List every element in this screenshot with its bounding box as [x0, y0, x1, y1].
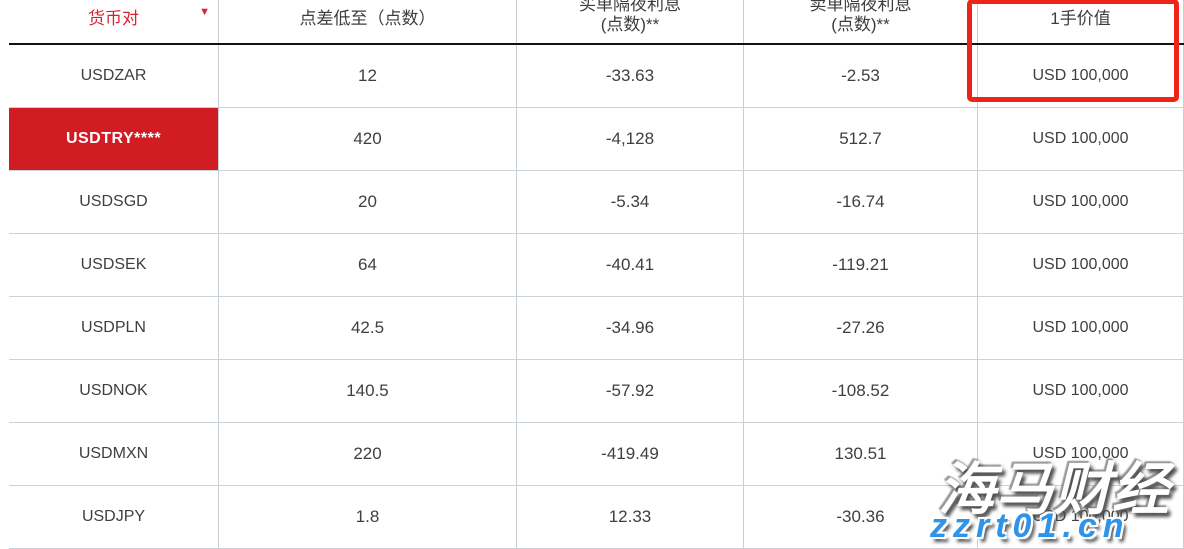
spread-header-label: 点差低至（点数）: [299, 9, 436, 28]
cell-pair: USDZAR: [9, 45, 219, 107]
table-header-row: 货币对 ▼ 点差低至（点数） 买单隔夜利息 (点数)** 卖单隔夜利息 (点数)…: [9, 0, 1184, 45]
cell-sell_swap: -27.26: [744, 297, 978, 359]
sell-swap-header-label: 卖单隔夜利息: [809, 0, 912, 14]
cell-spread: 1.8: [219, 486, 517, 548]
watermark-url: zzrt01.cn: [930, 507, 1130, 545]
cell-pair: USDJPY: [9, 486, 219, 548]
cell-pair: USDSEK: [9, 234, 219, 296]
cell-spread: 420: [219, 108, 517, 170]
table-row: USDSEK 64 -40.41 -119.21 USD 100,000: [9, 234, 1184, 297]
column-header-lot-value: 1手价值: [978, 0, 1184, 43]
sell-swap-header-sublabel: (点数)**: [831, 15, 890, 34]
column-header-buy-swap: 买单隔夜利息 (点数)**: [517, 0, 744, 43]
cell-spread: 140.5: [219, 360, 517, 422]
column-header-currency-pair[interactable]: 货币对 ▼: [9, 0, 219, 43]
column-header-spread: 点差低至（点数）: [219, 0, 517, 43]
watermark-brand: 海马财经: [938, 458, 1170, 522]
table-row: USDTRY**** 420 -4,128 512.7 USD 100,000: [9, 108, 1184, 171]
cell-sell_swap: -108.52: [744, 360, 978, 422]
lot-value-header-label: 1手价值: [1050, 9, 1111, 28]
cell-spread: 12: [219, 45, 517, 107]
cell-lot_value: USD 100,000: [978, 108, 1184, 170]
cell-sell_swap: 512.7: [744, 108, 978, 170]
cell-spread: 42.5: [219, 297, 517, 359]
cell-buy_swap: -4,128: [517, 108, 744, 170]
cell-sell_swap: -30.36: [744, 486, 978, 548]
cell-lot_value: USD 100,000: [978, 45, 1184, 107]
cell-buy_swap: -40.41: [517, 234, 744, 296]
column-header-sell-swap: 卖单隔夜利息 (点数)**: [744, 0, 978, 43]
forex-spread-table: 货币对 ▼ 点差低至（点数） 买单隔夜利息 (点数)** 卖单隔夜利息 (点数)…: [9, 0, 1184, 549]
cell-buy_swap: 12.33: [517, 486, 744, 548]
cell-buy_swap: -5.34: [517, 171, 744, 233]
table-row: USDSGD 20 -5.34 -16.74 USD 100,000: [9, 171, 1184, 234]
cell-lot_value: USD 100,000: [978, 171, 1184, 233]
cell-pair: USDNOK: [9, 360, 219, 422]
cell-lot_value: USD 100,000: [978, 234, 1184, 296]
cell-spread: 20: [219, 171, 517, 233]
cell-lot_value: USD 100,000: [978, 360, 1184, 422]
table-body: USDZAR 12 -33.63 -2.53 USD 100,000 USDTRY****…: [9, 45, 1184, 549]
cell-pair: USDTRY****: [9, 108, 219, 170]
table-row: USDZAR 12 -33.63 -2.53 USD 100,000: [9, 45, 1184, 108]
sort-dropdown-icon[interactable]: ▼: [199, 6, 210, 18]
cell-buy_swap: -34.96: [517, 297, 744, 359]
cell-pair: USDPLN: [9, 297, 219, 359]
cell-sell_swap: -16.74: [744, 171, 978, 233]
cell-sell_swap: 130.51: [744, 423, 978, 485]
cell-sell_swap: -119.21: [744, 234, 978, 296]
cell-buy_swap: -419.49: [517, 423, 744, 485]
cell-lot_value: USD 100,000: [978, 297, 1184, 359]
table-row: USDPLN 42.5 -34.96 -27.26 USD 100,000: [9, 297, 1184, 360]
cell-pair: USDSGD: [9, 171, 219, 233]
cell-spread: 64: [219, 234, 517, 296]
cell-buy_swap: -57.92: [517, 360, 744, 422]
cell-spread: 220: [219, 423, 517, 485]
buy-swap-header-label: 买单隔夜利息: [579, 0, 681, 14]
table-row: USDNOK 140.5 -57.92 -108.52 USD 100,000: [9, 360, 1184, 423]
buy-swap-header-sublabel: (点数)**: [600, 15, 660, 34]
cell-sell_swap: -2.53: [744, 45, 978, 107]
cell-pair: USDMXN: [9, 423, 219, 485]
cell-buy_swap: -33.63: [517, 45, 744, 107]
currency-pair-header-label: 货币对: [88, 9, 139, 28]
table-row: USDJPY 1.8 12.33 -30.36 USD 100,000: [9, 486, 1184, 549]
